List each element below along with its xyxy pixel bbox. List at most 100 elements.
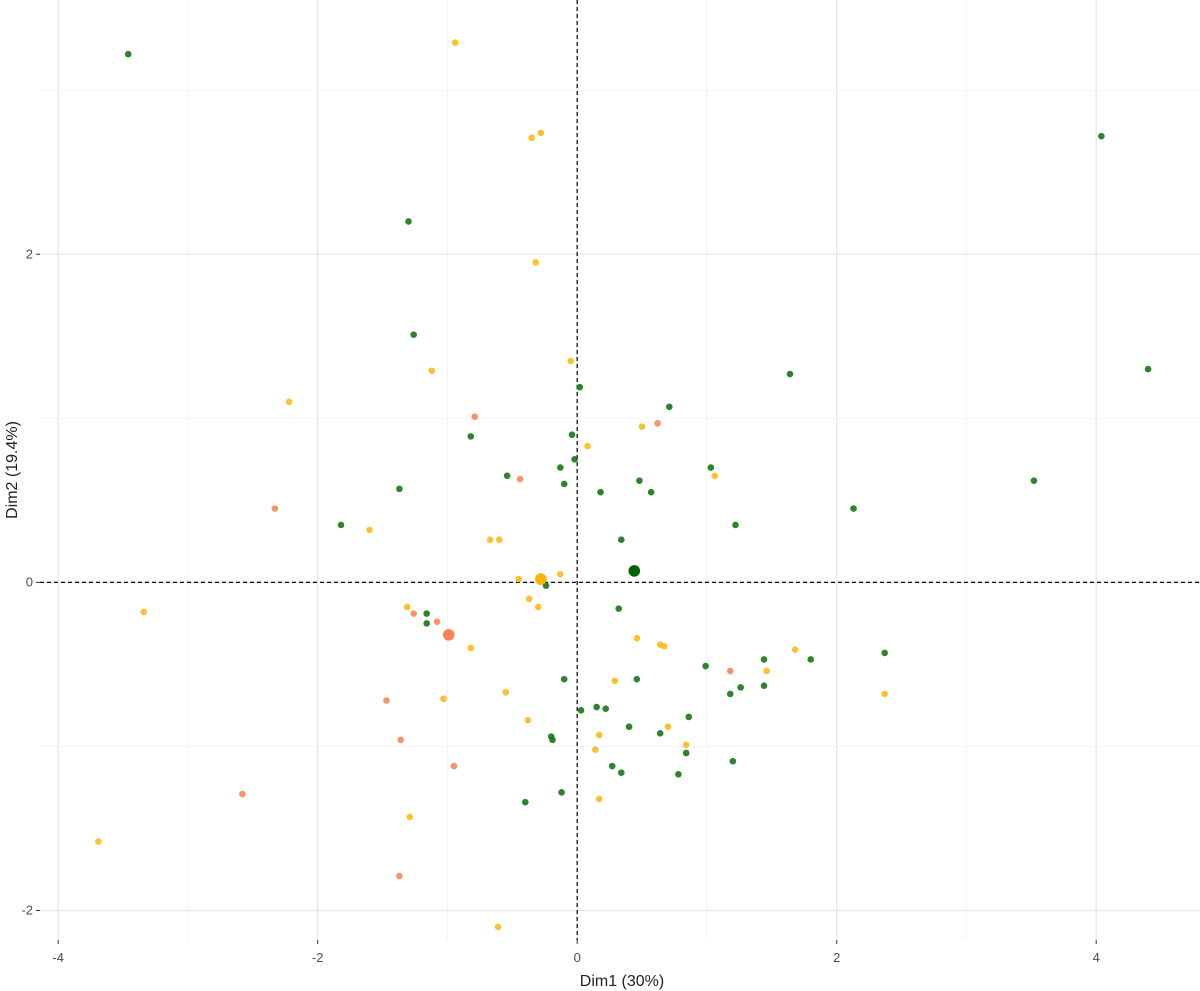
data-point <box>760 656 768 663</box>
data-point <box>467 644 475 652</box>
data-point <box>568 431 576 439</box>
data-point <box>711 472 719 480</box>
data-point <box>791 646 799 653</box>
data-point <box>666 403 673 411</box>
data-point <box>285 398 293 406</box>
data-point <box>850 505 857 512</box>
data-point <box>521 798 529 806</box>
data-point <box>450 762 458 770</box>
x-tick-label: -2 <box>312 950 324 965</box>
data-point <box>595 795 603 803</box>
data-point <box>471 413 478 420</box>
data-point <box>515 575 523 583</box>
y-tick-label: 0 <box>26 574 33 589</box>
data-point <box>633 675 641 683</box>
data-point <box>577 707 585 714</box>
data-point <box>571 456 578 463</box>
x-tick-label: 0 <box>574 950 581 965</box>
data-point <box>140 608 148 616</box>
data-point <box>525 595 533 603</box>
data-point <box>576 383 584 391</box>
data-point <box>405 218 412 225</box>
data-point <box>496 536 503 544</box>
data-point <box>584 442 591 450</box>
data-point <box>567 357 574 365</box>
data-point <box>656 729 664 737</box>
data-point <box>597 488 604 496</box>
data-point <box>337 521 345 529</box>
data-point <box>617 769 625 776</box>
y-axis-label: Dim2 (19.4%) <box>4 421 21 519</box>
group-centroid-point <box>628 565 641 577</box>
data-point <box>636 477 643 484</box>
data-point <box>786 370 794 378</box>
data-point <box>397 736 405 744</box>
data-point <box>524 716 532 724</box>
data-point <box>763 667 770 675</box>
x-tick-label: -4 <box>52 950 64 965</box>
data-point <box>410 610 417 617</box>
data-point <box>682 749 690 757</box>
data-point <box>660 643 668 650</box>
data-point <box>1030 477 1038 484</box>
data-point <box>503 472 511 480</box>
data-point <box>549 736 556 744</box>
data-point <box>396 485 403 493</box>
y-tick-label: -2 <box>21 902 33 917</box>
points <box>95 39 1152 931</box>
data-point <box>410 331 417 338</box>
data-point <box>595 731 603 739</box>
data-point <box>726 690 734 698</box>
data-point <box>664 723 672 731</box>
data-point <box>366 526 373 534</box>
data-point <box>396 872 403 880</box>
data-point <box>707 464 715 471</box>
data-point <box>560 480 568 488</box>
tick-labels: -4 -2 0 2 4 -2 0 2 <box>21 246 1099 965</box>
data-point <box>486 536 494 544</box>
data-point <box>615 605 623 612</box>
group-centroid-point <box>442 629 455 641</box>
data-point <box>638 423 646 430</box>
data-point <box>124 50 132 58</box>
group-centroid-point <box>535 573 547 585</box>
data-point <box>675 771 682 778</box>
data-point <box>558 789 565 796</box>
data-point <box>593 703 600 711</box>
data-point <box>406 813 414 821</box>
data-point <box>625 723 633 731</box>
data-point <box>881 649 888 657</box>
data-point <box>95 838 102 845</box>
data-point <box>423 610 430 617</box>
data-point <box>557 570 564 578</box>
data-point <box>702 662 709 670</box>
data-point <box>611 677 619 685</box>
data-point <box>557 464 564 471</box>
reference-lines <box>40 0 1200 940</box>
data-point <box>528 134 536 142</box>
data-point <box>239 790 246 798</box>
data-point <box>592 746 599 754</box>
data-point <box>516 475 524 483</box>
data-point <box>433 618 441 626</box>
data-point <box>807 656 815 663</box>
data-point <box>726 667 734 675</box>
data-point <box>737 684 744 691</box>
data-point <box>537 129 545 137</box>
data-point <box>654 419 661 427</box>
data-point <box>440 695 447 703</box>
data-point <box>502 688 510 696</box>
data-point <box>542 582 550 589</box>
grid <box>40 0 1200 940</box>
y-tick-label: 2 <box>26 246 33 261</box>
x-tick-label: 4 <box>1093 950 1100 965</box>
data-point <box>732 521 739 529</box>
data-point <box>729 757 737 765</box>
x-tick-label: 2 <box>833 950 840 965</box>
data-point <box>617 536 625 544</box>
data-point <box>383 697 390 704</box>
data-point <box>403 603 411 611</box>
data-point <box>271 505 279 512</box>
data-point <box>1144 365 1152 373</box>
